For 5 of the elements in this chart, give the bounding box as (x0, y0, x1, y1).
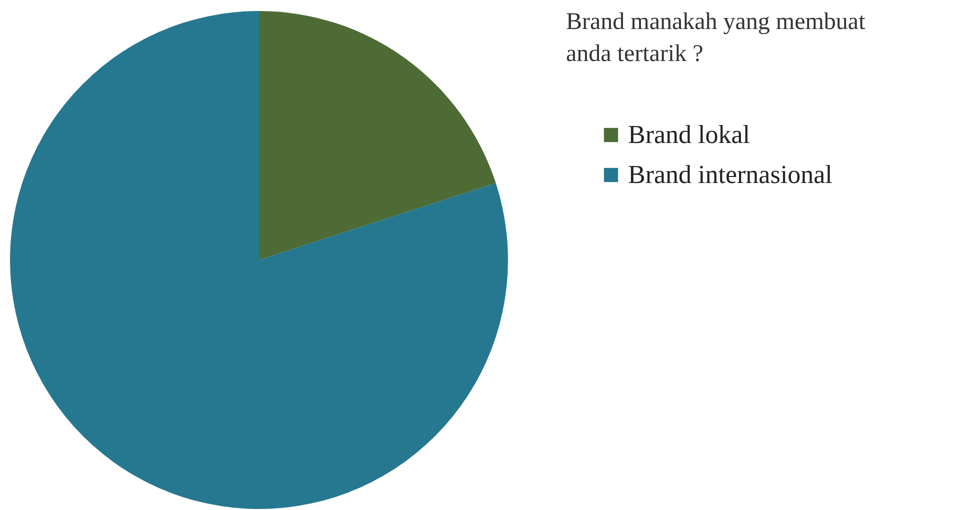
legend-label: Brand lokal (628, 120, 750, 149)
text: Brand manakah yang membuat anda tertarik ? (566, 9, 866, 67)
pie-slice (259, 11, 496, 260)
pie-slice (10, 11, 508, 509)
legend-label: Brand internasional (628, 160, 832, 189)
